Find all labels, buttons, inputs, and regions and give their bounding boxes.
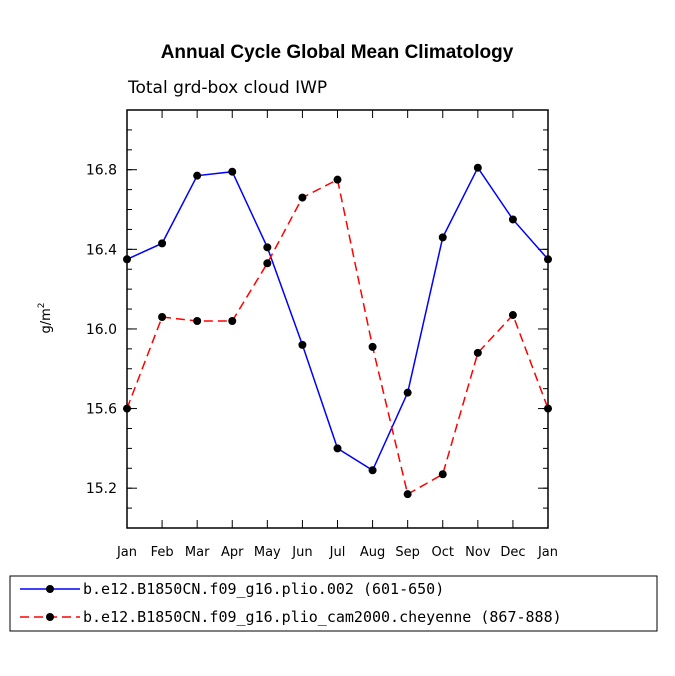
plot-frame (126, 109, 549, 529)
legend-label-2: b.e12.B1850CN.f09_g16.plio_cam2000.cheye… (83, 608, 562, 626)
legend-box (9, 575, 658, 632)
series-1-point (158, 239, 167, 248)
series-1-point (403, 388, 412, 397)
x-tick-label: May (254, 545, 281, 560)
legend: b.e12.B1850CN.f09_g16.plio.002 (601-650)… (20, 580, 562, 626)
x-tick-label: Jan (537, 545, 558, 560)
series-2-point (473, 348, 482, 357)
x-tick-label: Mar (185, 545, 210, 560)
series-1-point (473, 163, 482, 172)
series-1-point (298, 340, 307, 349)
legend-marker-2 (46, 613, 54, 621)
series-2-point (263, 259, 272, 268)
series-1-point (508, 215, 517, 224)
x-tick-label: Aug (360, 545, 385, 560)
series-2-point (368, 342, 377, 351)
y-tick-label: 16.0 (86, 322, 117, 338)
series-line-1 (126, 166, 549, 472)
y-tick-label: 16.8 (86, 163, 117, 179)
x-tick-label: Jul (329, 545, 346, 560)
series-2-point (158, 313, 167, 322)
x-tick-label: Dec (500, 545, 525, 560)
y-axis-label-superscript: 2 (37, 302, 47, 308)
x-tick-label: Sep (395, 545, 420, 560)
series-2-point (508, 311, 517, 320)
plot-area: Jan Feb Mar Apr May Jun Jul Aug Sep Oct Nov Dec Jan 1… (86, 110, 558, 560)
x-tick-label: Feb (151, 545, 174, 560)
x-tick-label: Jan (116, 545, 137, 560)
legend-label-1: b.e12.B1850CN.f09_g16.plio.002 (601-650) (83, 580, 444, 598)
y-tick-label: 16.4 (86, 242, 117, 258)
series-1-point (263, 243, 272, 252)
series-1-point (193, 171, 202, 180)
series-1-point (333, 444, 342, 453)
series-2-point (438, 470, 447, 479)
series-1-point (368, 466, 377, 475)
series-2-point (298, 193, 307, 202)
y-tick-label: 15.6 (86, 402, 117, 418)
series-1-point (438, 233, 447, 242)
series-1-point (228, 167, 237, 176)
chart-title: Annual Cycle Global Mean Climatology (161, 42, 514, 63)
series-2-point (333, 175, 342, 184)
y-tick-label: 15.2 (86, 481, 117, 497)
x-tick-label: Apr (221, 545, 244, 560)
x-tick-label: Jun (291, 545, 312, 560)
series-2-point (193, 316, 202, 325)
y-axis-label: g/m2 (37, 302, 54, 333)
series-2-point (228, 316, 237, 325)
y-axis-label-text: g/m (39, 308, 54, 333)
chart-subtitle: Total grd-box cloud IWP (127, 78, 327, 98)
series-2-point (403, 490, 412, 499)
x-tick-label: Nov (465, 545, 491, 560)
legend-marker-1 (46, 585, 54, 593)
x-tick-label: Oct (432, 545, 454, 560)
